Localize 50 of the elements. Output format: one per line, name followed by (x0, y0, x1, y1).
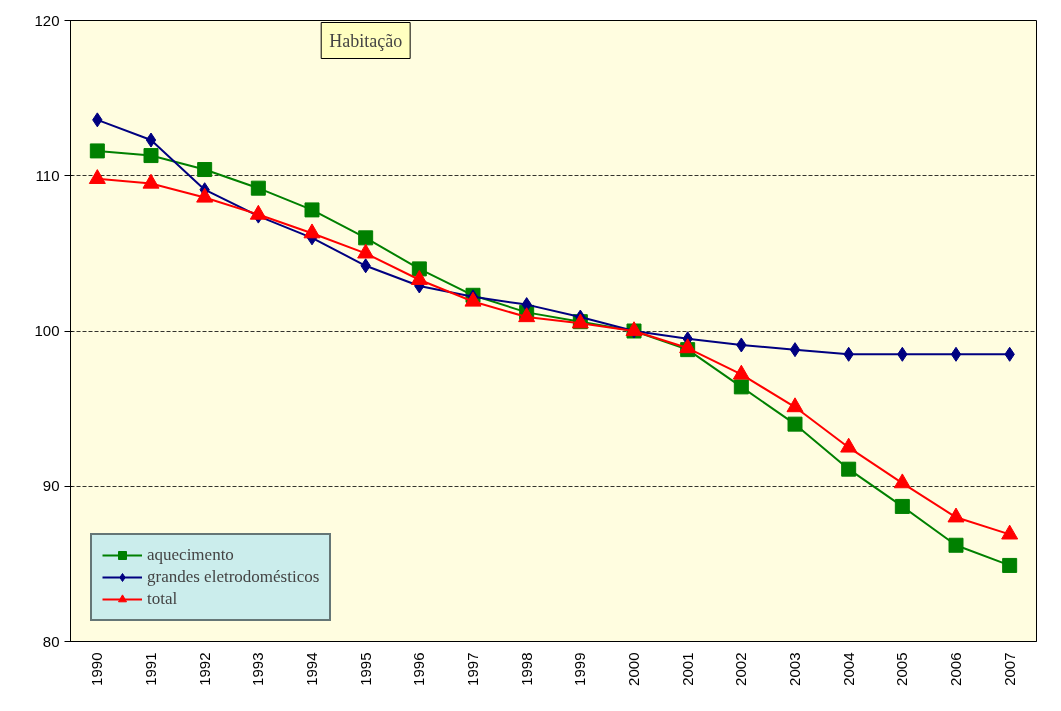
x-tick-label: 2003 (786, 652, 803, 686)
point (145, 132, 157, 148)
point (787, 416, 803, 432)
point (947, 507, 965, 523)
point (250, 180, 266, 196)
x-tick-label: 1992 (195, 652, 213, 686)
x-tick-label: 1996 (410, 652, 428, 686)
point (893, 473, 911, 489)
x-tick-label: 2007 (1000, 652, 1018, 686)
legend-label: grandes eletrodomésticos (147, 567, 320, 587)
x-tick-label: 1991 (142, 652, 159, 686)
point (733, 379, 749, 395)
x-tick-label: 1990 (88, 652, 106, 686)
x-tick-label: 2006 (947, 652, 964, 686)
y-tick-label: 80 (42, 632, 60, 650)
point (840, 437, 858, 453)
x-tick-label: 1999 (571, 652, 589, 686)
point (410, 270, 428, 285)
y-tick-label: 90 (42, 477, 60, 495)
x-tick-label: 1993 (249, 652, 267, 686)
x-tick-label: 2004 (839, 652, 857, 686)
legend-label: aquecimento (147, 545, 234, 565)
x-tick-label: 2005 (893, 652, 911, 686)
point (841, 461, 857, 477)
x-tick-label: 2002 (732, 652, 750, 686)
y-tick-label: 110 (35, 166, 60, 184)
x-tick-label: 2000 (625, 652, 642, 686)
point (948, 537, 964, 553)
point (950, 346, 962, 362)
x-tick-label: 1994 (303, 652, 320, 686)
x-tick-label: 1995 (356, 652, 374, 686)
legend-label: total (147, 589, 178, 609)
point (732, 364, 750, 380)
text: Habitação (329, 30, 403, 51)
x-tick-label: 2001 (678, 652, 696, 686)
point (358, 230, 374, 246)
point (143, 148, 159, 164)
point (789, 342, 801, 358)
point (679, 338, 697, 354)
point (197, 162, 213, 178)
x-tick-label: 1998 (517, 652, 535, 686)
y-tick-label: 100 (34, 322, 60, 339)
point (89, 143, 105, 159)
point (304, 202, 320, 218)
point (1001, 524, 1019, 540)
point (786, 397, 804, 413)
y-tick-label: 120 (34, 11, 60, 29)
point (1002, 557, 1018, 573)
x-tick-label: 1997 (464, 652, 481, 686)
point (894, 498, 910, 514)
